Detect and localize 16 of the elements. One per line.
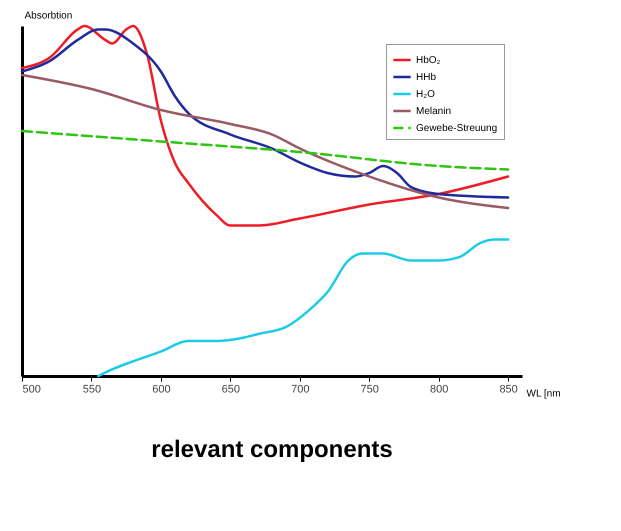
legend-label: HHb (416, 72, 436, 83)
legend-label: Gewebe-Streuung (416, 123, 498, 134)
x-tick-label: 850 (499, 384, 518, 396)
legend-label: Melanin (416, 106, 452, 117)
x-tick-label: 550 (82, 384, 102, 396)
x-tick-label: 500 (22, 384, 41, 396)
x-tick-label: 700 (291, 384, 310, 396)
x-tick-label: 800 (430, 384, 448, 396)
x-tick-label: 650 (222, 384, 240, 396)
x-axis-title: WL [nm (526, 388, 561, 400)
y-axis-title: Absorbtion (24, 10, 72, 22)
x-tick-label: 750 (360, 384, 379, 396)
legend-label: H₂O (416, 89, 436, 100)
x-tick-label: 600 (152, 384, 171, 396)
text: relevant components (151, 436, 393, 463)
legend-label: HbO₂ (416, 55, 441, 66)
